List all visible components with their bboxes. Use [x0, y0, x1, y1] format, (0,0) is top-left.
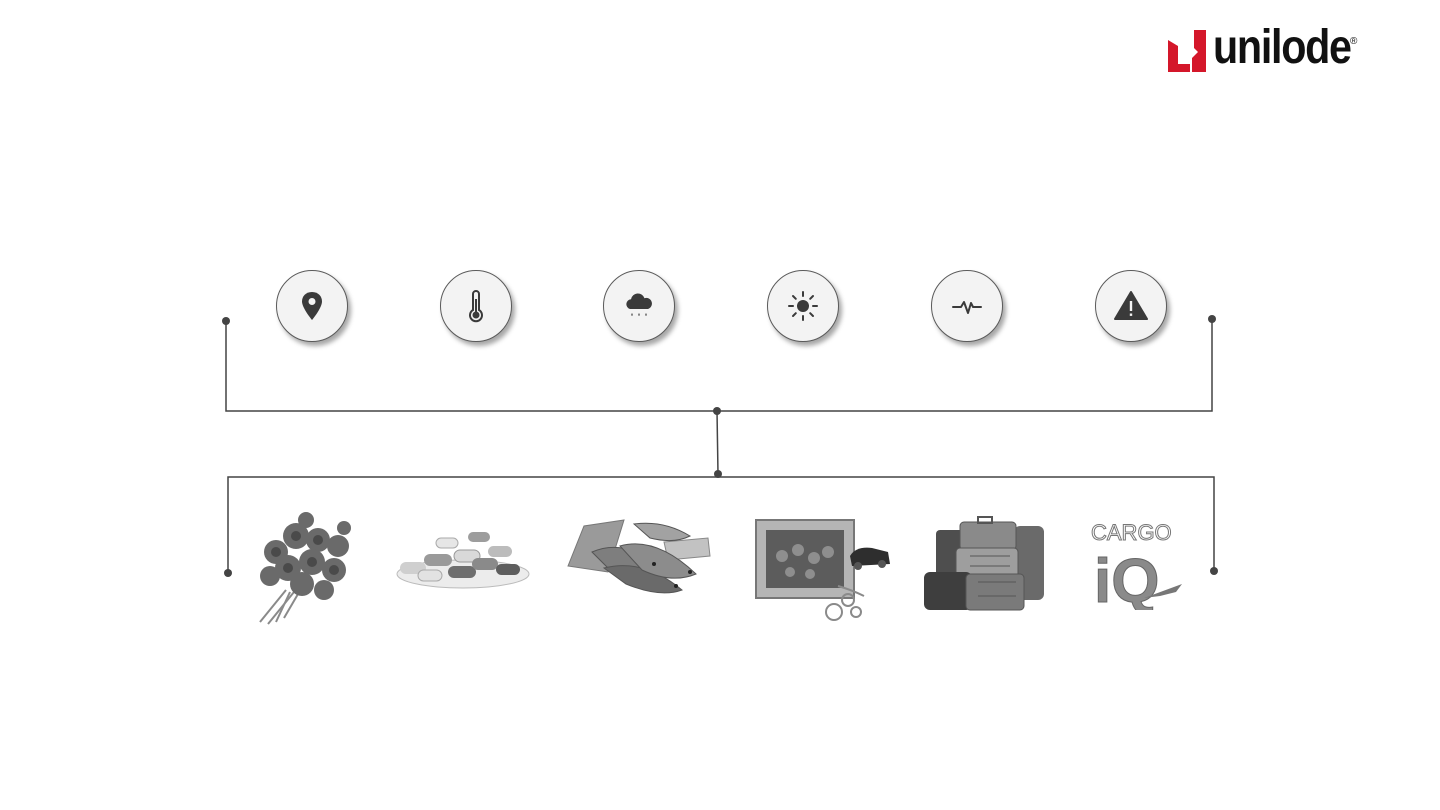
cargo-valuables [752, 516, 894, 626]
heartbeat-icon [952, 301, 982, 314]
cargo-iq-logo: CARGO iQ [1091, 520, 1182, 617]
sensor-location [276, 270, 348, 342]
cargo-iq-mark: iQ [1094, 547, 1159, 610]
thermometer-icon [469, 290, 483, 323]
node-dot [222, 317, 230, 325]
warning-icon [1114, 291, 1148, 320]
framed-painting-jewelry-icon [755, 519, 890, 621]
luggage-icon [924, 516, 1044, 611]
sun-icon [788, 291, 818, 321]
cargo-pharmaceuticals [388, 516, 538, 592]
upper-bracket-line [225, 319, 1213, 412]
unilode-logo-mark [1168, 30, 1206, 72]
brand-name: unilode [1213, 21, 1352, 74]
rain-cloud-icon [626, 293, 652, 316]
sensor-shock [931, 270, 1003, 342]
registered-mark: ® [1350, 36, 1358, 47]
location-pin-icon [302, 292, 322, 320]
cargo-flowers [246, 510, 362, 626]
node-dot [714, 470, 722, 478]
sensor-temperature [440, 270, 512, 342]
roses-bouquet-icon [259, 512, 351, 625]
cargo-baggage [920, 516, 1048, 614]
sensor-alert [1095, 270, 1167, 342]
center-link-line [716, 410, 719, 475]
cargo-iq: CARGO iQ [1088, 518, 1188, 617]
node-dot [1210, 567, 1218, 575]
sensor-humidity [603, 270, 675, 342]
node-dot [1208, 315, 1216, 323]
lower-bracket-line [227, 476, 1215, 573]
fresh-fish-icon [567, 519, 711, 594]
cargo-iq-word: CARGO [1091, 520, 1172, 545]
node-dot [713, 407, 721, 415]
node-dot [224, 569, 232, 577]
sensor-light [767, 270, 839, 342]
cargo-perishables [564, 514, 714, 602]
pills-icon [396, 532, 530, 589]
unilode-logo: unilode ® [1168, 21, 1364, 76]
